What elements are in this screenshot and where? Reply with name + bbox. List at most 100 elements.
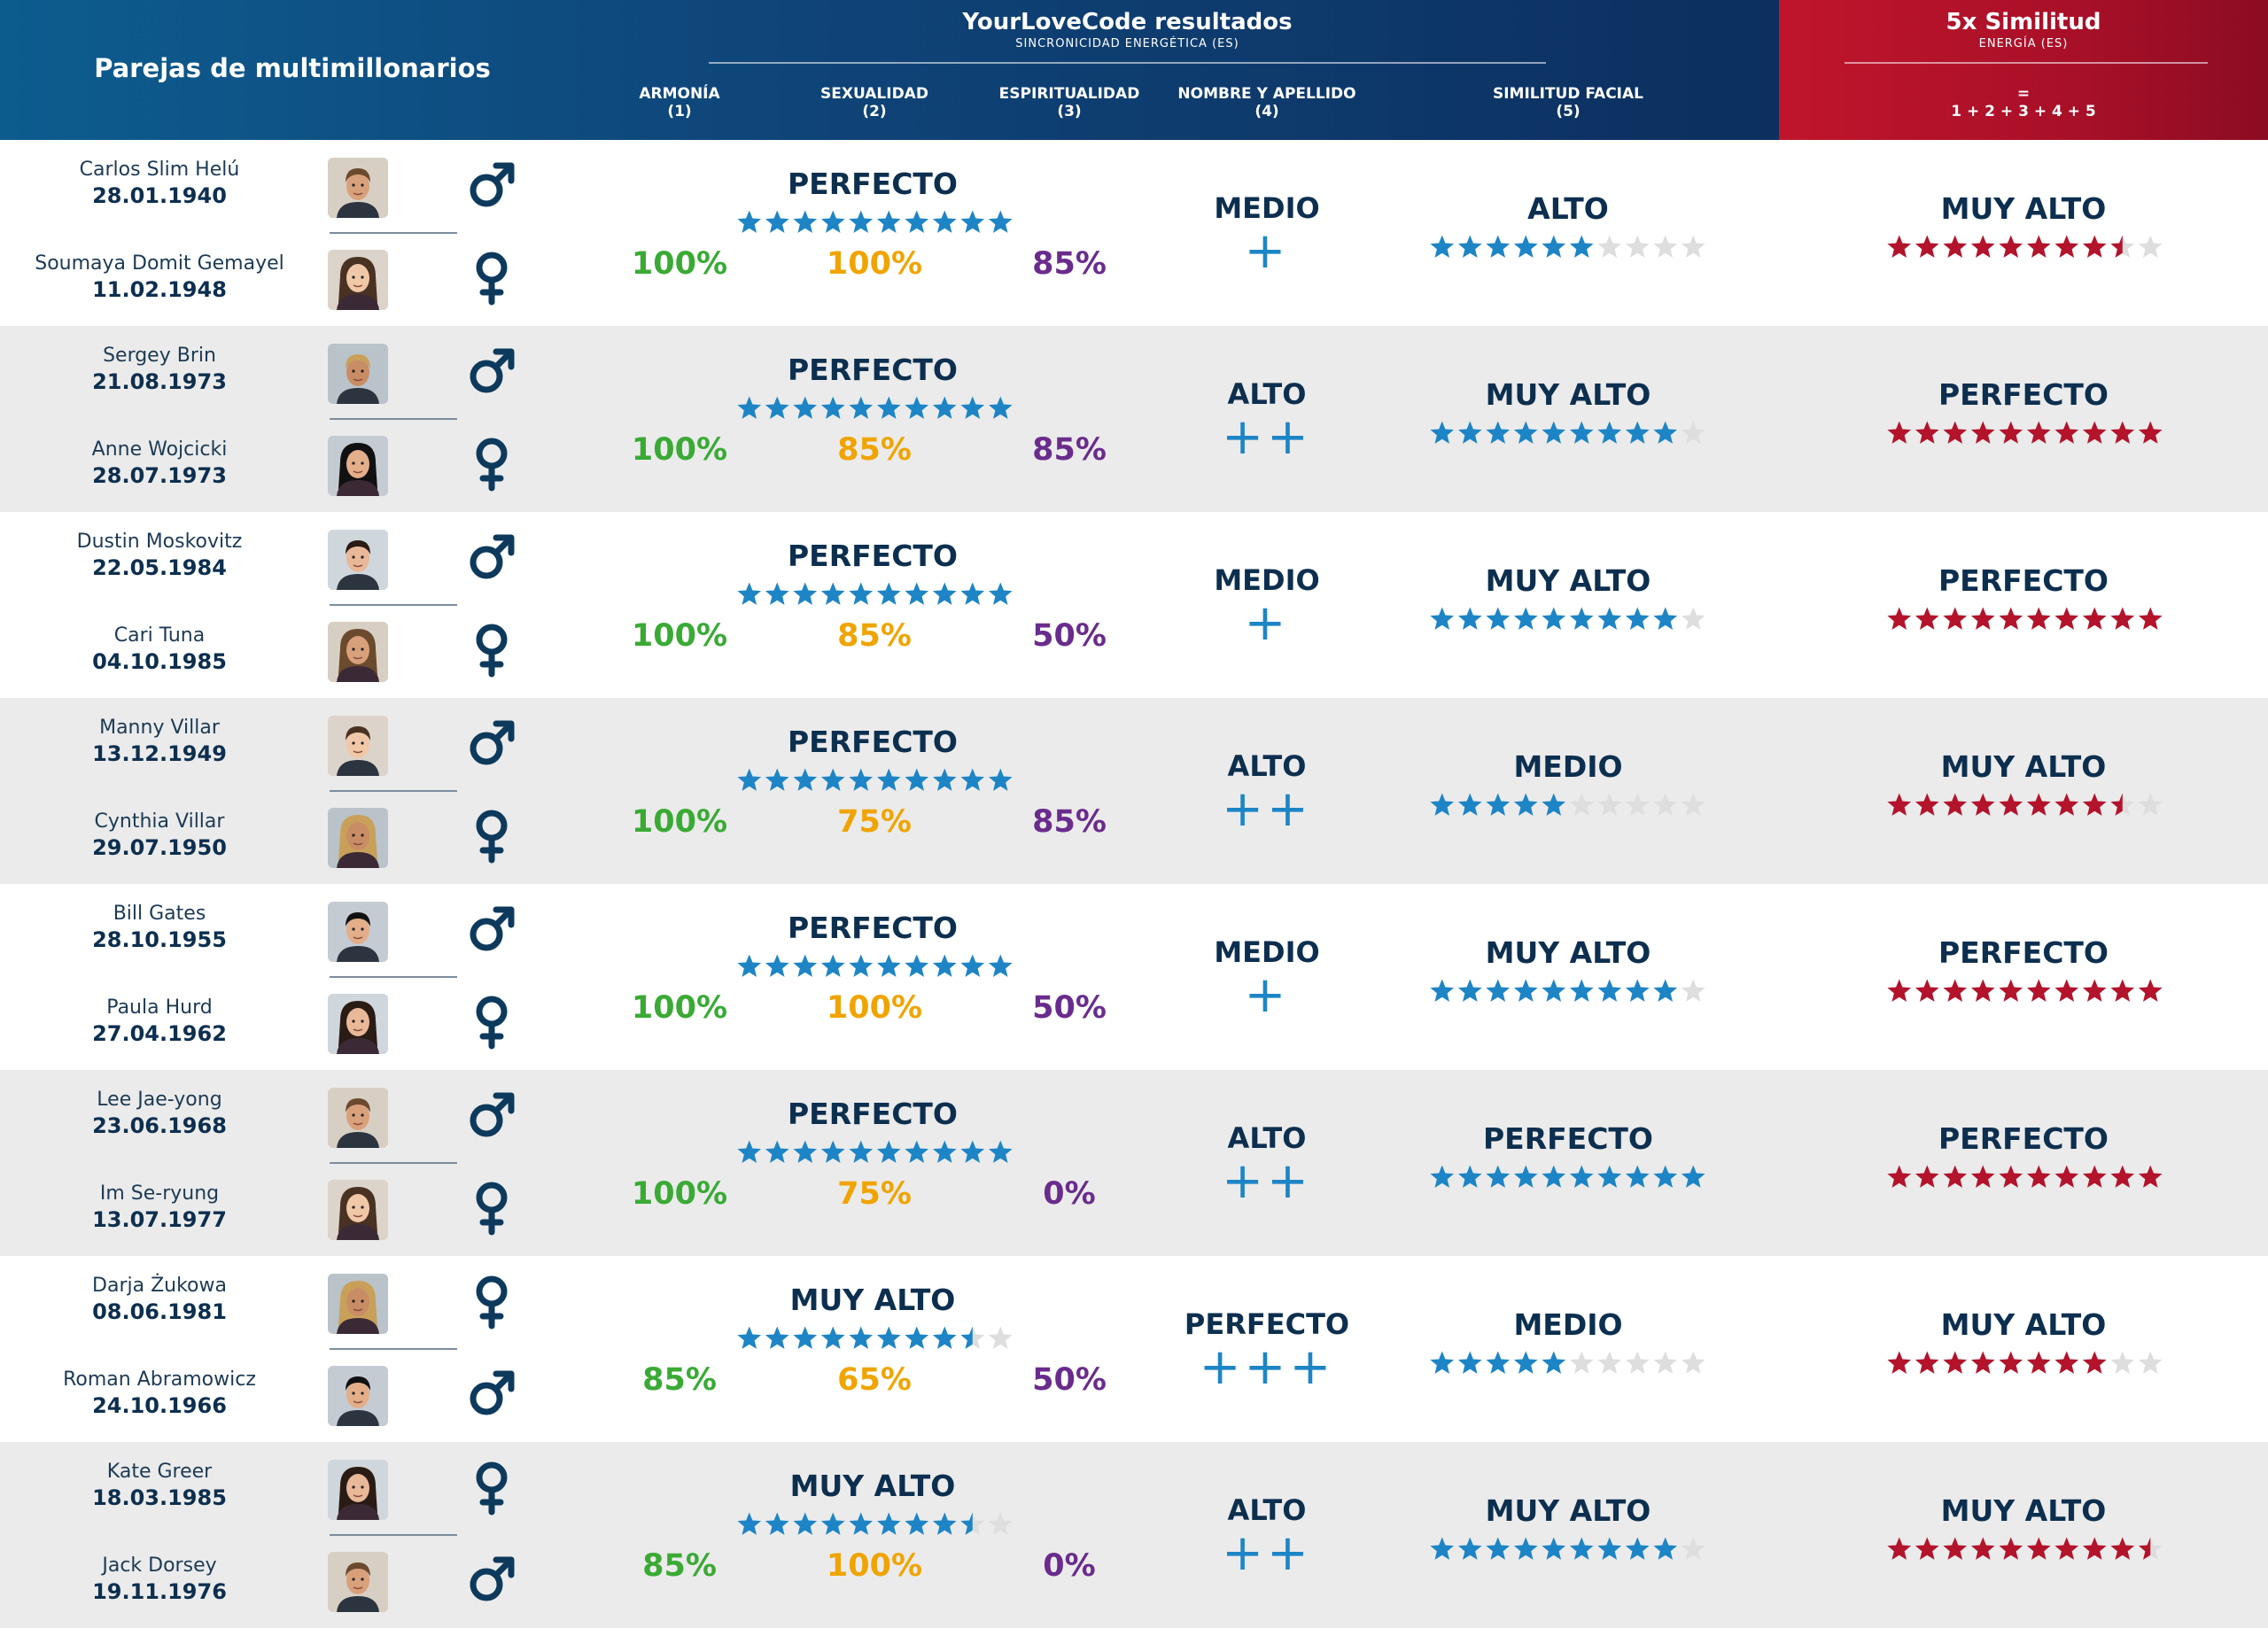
rating-stars bbox=[1887, 979, 2163, 1002]
star-filled bbox=[1430, 235, 1455, 258]
star-filled bbox=[1597, 1165, 1622, 1188]
birth-date: 28.01.1940 bbox=[92, 183, 227, 208]
face-rating bbox=[1428, 1164, 1708, 1190]
energy-rating bbox=[735, 395, 1013, 422]
star-filled bbox=[1887, 793, 1912, 816]
portrait-icon bbox=[328, 622, 388, 682]
star-filled bbox=[849, 954, 874, 977]
gender-icon bbox=[461, 898, 523, 960]
spirituality-percent: 85% bbox=[1032, 432, 1107, 468]
star-filled bbox=[1430, 1351, 1455, 1374]
star-filled bbox=[849, 396, 874, 419]
star-filled bbox=[1430, 793, 1455, 816]
person-1: Darja Żukowa 08.06.1981 bbox=[0, 1274, 319, 1325]
star-filled bbox=[1970, 793, 1995, 816]
star-filled bbox=[2110, 607, 2135, 630]
energy-level: PERFECTO bbox=[787, 1097, 958, 1131]
star-filled bbox=[905, 582, 929, 605]
couple-row: Sergey Brin 21.08.1973 Anne Wojcicki 28.… bbox=[0, 326, 2268, 512]
star-filled bbox=[1457, 1165, 1482, 1188]
star-filled bbox=[1542, 421, 1566, 444]
star-filled bbox=[1625, 1165, 1650, 1188]
male-icon bbox=[470, 1092, 515, 1137]
star-filled bbox=[1569, 1165, 1594, 1188]
star-filled bbox=[905, 210, 929, 233]
person-name: Bill Gates bbox=[113, 903, 206, 925]
person-1: Dustin Moskovitz 22.05.1984 bbox=[0, 530, 319, 581]
face-level: MUY ALTO bbox=[1485, 935, 1651, 970]
female-icon bbox=[476, 624, 508, 678]
portrait-icon bbox=[328, 902, 388, 962]
person-1: Sergey Brin 21.08.1973 bbox=[0, 344, 319, 395]
portrait-icon bbox=[328, 1180, 388, 1240]
star-filled bbox=[1999, 1165, 2023, 1188]
rating-stars bbox=[1887, 1351, 2163, 1374]
star-empty bbox=[1569, 793, 1594, 816]
star-filled bbox=[1569, 1537, 1594, 1560]
portrait-icon bbox=[328, 902, 388, 962]
star-filled bbox=[1887, 235, 1912, 258]
sexuality-percent: 100% bbox=[826, 990, 923, 1026]
birth-date: 19.11.1976 bbox=[92, 1579, 227, 1604]
star-filled bbox=[1457, 793, 1482, 816]
star-filled bbox=[2138, 421, 2163, 444]
star-filled bbox=[1999, 979, 2023, 1002]
face-level: MUY ALTO bbox=[1485, 563, 1651, 598]
star-filled bbox=[932, 1326, 957, 1349]
person-1: Carlos Slim Helú 28.01.1940 bbox=[0, 158, 319, 209]
female-icon bbox=[476, 1461, 508, 1516]
face-level: MUY ALTO bbox=[1485, 1493, 1651, 1528]
portrait-icon bbox=[328, 1088, 388, 1148]
star-filled bbox=[1569, 235, 1594, 258]
star-empty bbox=[1597, 235, 1622, 258]
portrait-icon bbox=[328, 808, 388, 868]
rating-stars bbox=[1430, 1165, 1705, 1188]
total-rating bbox=[1885, 234, 2165, 260]
star-filled bbox=[1457, 607, 1482, 630]
total-level: PERFECTO bbox=[1938, 377, 2109, 412]
star-filled bbox=[1597, 607, 1622, 630]
portrait-icon bbox=[328, 716, 388, 776]
name-plus-signs: +++ bbox=[1199, 1338, 1335, 1396]
portrait-icon bbox=[328, 1274, 388, 1334]
star-filled bbox=[2082, 235, 2107, 258]
face-level: ALTO bbox=[1527, 191, 1609, 226]
person-name: Lee Jae-yong bbox=[97, 1089, 222, 1111]
star-empty bbox=[988, 1512, 1013, 1535]
rating-stars bbox=[1430, 1537, 1705, 1560]
star-filled bbox=[2026, 421, 2051, 444]
portrait-icon bbox=[328, 622, 388, 682]
person-name: Cari Tuna bbox=[113, 624, 206, 647]
star-filled bbox=[1943, 1165, 1968, 1188]
star-empty bbox=[1681, 607, 1705, 630]
name-plus-signs: ++ bbox=[1222, 408, 1312, 466]
portrait-icon bbox=[328, 716, 388, 776]
portrait-icon bbox=[328, 250, 388, 310]
star-empty bbox=[1681, 1537, 1705, 1560]
star-filled bbox=[2026, 979, 2051, 1002]
birth-date: 08.06.1981 bbox=[92, 1299, 227, 1324]
star-filled bbox=[765, 1326, 789, 1349]
star-filled bbox=[932, 1140, 957, 1163]
person-2: Anne Wojcicki 28.07.1973 bbox=[0, 438, 319, 489]
harmony-percent: 100% bbox=[631, 804, 728, 840]
rating-stars bbox=[1430, 235, 1705, 258]
star-filled bbox=[1486, 1165, 1511, 1188]
sexuality-percent: 85% bbox=[837, 432, 912, 468]
portrait-icon bbox=[328, 436, 388, 496]
star-filled bbox=[1542, 1351, 1566, 1374]
column-header-spirituality: ESPIRITUALIDAD (3) bbox=[998, 85, 1140, 120]
person-divider bbox=[330, 1348, 457, 1350]
star-filled bbox=[988, 1140, 1013, 1163]
birth-date: 11.02.1948 bbox=[92, 277, 227, 302]
male-icon bbox=[470, 720, 515, 765]
star-empty bbox=[2110, 1351, 2135, 1374]
star-filled bbox=[820, 1512, 845, 1535]
rating-stars bbox=[1887, 607, 2163, 630]
rating-stars bbox=[1887, 1537, 2163, 1560]
energy-rating bbox=[735, 1325, 1013, 1352]
person-name: Paula Hurd bbox=[106, 996, 213, 1019]
star-empty bbox=[1625, 793, 1650, 816]
person-2: Jack Dorsey 19.11.1976 bbox=[0, 1554, 319, 1605]
rating-stars bbox=[737, 1512, 1013, 1535]
